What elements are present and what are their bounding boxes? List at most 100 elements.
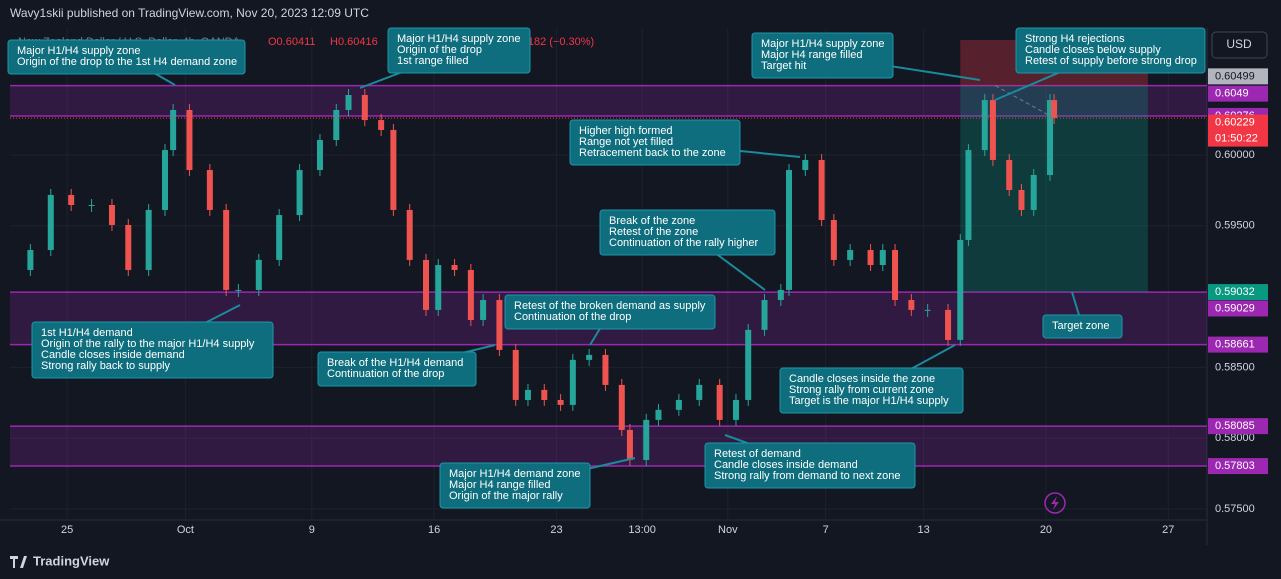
candle <box>830 220 837 260</box>
candle <box>496 299 503 350</box>
annotation-text: Continuation of the drop <box>514 311 631 323</box>
ohlc-value: O0.60411 <box>268 36 316 48</box>
alert-icon[interactable] <box>1044 492 1066 514</box>
annotation-text: Origin of the rally to the major H1/H4 s… <box>41 338 255 350</box>
annotation-text: Break of the zone <box>609 215 695 227</box>
annotation-box <box>751 32 894 79</box>
candle <box>206 170 213 210</box>
candle <box>390 129 397 210</box>
annotation-text: Strong rally from current zone <box>789 384 934 396</box>
y-tick-label: 0.58500 <box>1215 361 1255 373</box>
candle <box>541 389 548 400</box>
price-label-bg <box>1208 458 1268 475</box>
candle <box>696 384 703 400</box>
candle <box>924 309 931 311</box>
candle <box>716 384 723 420</box>
annotation-text: Origin of the drop to the 1st H4 demand … <box>17 56 237 68</box>
price-label: 0.60229 <box>1215 117 1255 129</box>
x-tick-label: Nov <box>718 524 738 536</box>
annotation-text: Range not yet filled <box>579 136 673 148</box>
zone <box>10 426 1207 467</box>
price-label-bg <box>1208 68 1268 85</box>
x-tick-label: 20 <box>1040 524 1052 536</box>
x-tick-label: 7 <box>823 524 829 536</box>
candle <box>989 100 996 160</box>
candle <box>235 289 242 291</box>
candle <box>524 389 531 400</box>
annotation-text: Retracement back to the zone <box>579 147 726 159</box>
candle <box>512 349 519 400</box>
candle <box>451 265 458 270</box>
annotation-text: Higher high formed <box>579 125 673 137</box>
price-label: 0.59032 <box>1215 286 1255 298</box>
y-tick-label: 0.60000 <box>1215 149 1255 161</box>
candle <box>879 250 886 266</box>
annotation: Retest of the broken demand as supplyCon… <box>504 294 716 346</box>
y-tick-label: 0.59500 <box>1215 220 1255 232</box>
zone <box>10 85 1207 116</box>
price-label: 0.57803 <box>1215 460 1255 472</box>
candle <box>675 399 682 410</box>
header: Wavy1skii published on TradingView.com, … <box>10 6 369 20</box>
annotation-text: Retest of supply before strong drop <box>1025 55 1197 67</box>
x-tick-label: 25 <box>61 524 73 536</box>
candle <box>125 224 132 270</box>
price-label: 0.6049 <box>1215 88 1249 100</box>
annotation-box <box>1042 314 1123 339</box>
y-tick-label: 0.58000 <box>1215 432 1255 444</box>
annotation-text: Target is the major H1/H4 supply <box>789 395 949 407</box>
annotation-box <box>387 27 531 74</box>
candle <box>732 399 739 420</box>
candle <box>745 329 752 400</box>
candle <box>1018 189 1025 210</box>
candle <box>333 110 340 141</box>
annotation-box <box>599 209 776 256</box>
annotation-box <box>1015 27 1206 74</box>
annotation-text: Continuation of the rally higher <box>609 237 759 249</box>
candle <box>406 209 413 260</box>
annotation-box <box>779 367 964 414</box>
annotation-text: 1st range filled <box>397 55 469 67</box>
price-label: 0.58085 <box>1215 420 1255 432</box>
annotation-text: Target hit <box>761 60 806 72</box>
price-label: 0.60499 <box>1215 70 1255 82</box>
currency-button[interactable] <box>1211 31 1268 59</box>
countdown: 01:50:22 <box>1215 133 1258 145</box>
annotation-text: Major H1/H4 demand zone <box>449 468 580 480</box>
price-label: 0.59029 <box>1215 302 1255 314</box>
price-label: 0.58661 <box>1215 338 1255 350</box>
candle <box>569 359 576 405</box>
annotation-box <box>569 119 741 166</box>
candle <box>480 299 487 320</box>
candle <box>965 150 972 240</box>
candle <box>777 289 784 300</box>
annotation-text: Candle closes below supply <box>1025 44 1161 56</box>
annotation-text: Major H4 range filled <box>449 479 551 491</box>
price-label-bg <box>1208 284 1268 301</box>
alert-bolt <box>1051 496 1059 510</box>
annotation-text: Target zone <box>1052 320 1109 332</box>
candle <box>785 170 792 290</box>
x-tick-label: 23 <box>550 524 562 536</box>
annotation-text: Retest of the zone <box>609 226 698 238</box>
candle <box>345 94 352 111</box>
x-tick-label: 27 <box>1162 524 1174 536</box>
candle <box>423 259 430 310</box>
candle <box>68 194 75 205</box>
candle <box>586 354 593 360</box>
annotation-text: Retest of demand <box>714 448 801 460</box>
candle <box>1030 174 1037 210</box>
annotation-text: Strong rally back to supply <box>41 360 171 372</box>
candle <box>847 250 854 260</box>
currency[interactable]: USD <box>1226 37 1252 51</box>
annotation-text: Origin of the major rally <box>449 490 563 502</box>
annotation-text: Strong H4 rejections <box>1025 33 1125 45</box>
plot <box>10 28 1207 520</box>
